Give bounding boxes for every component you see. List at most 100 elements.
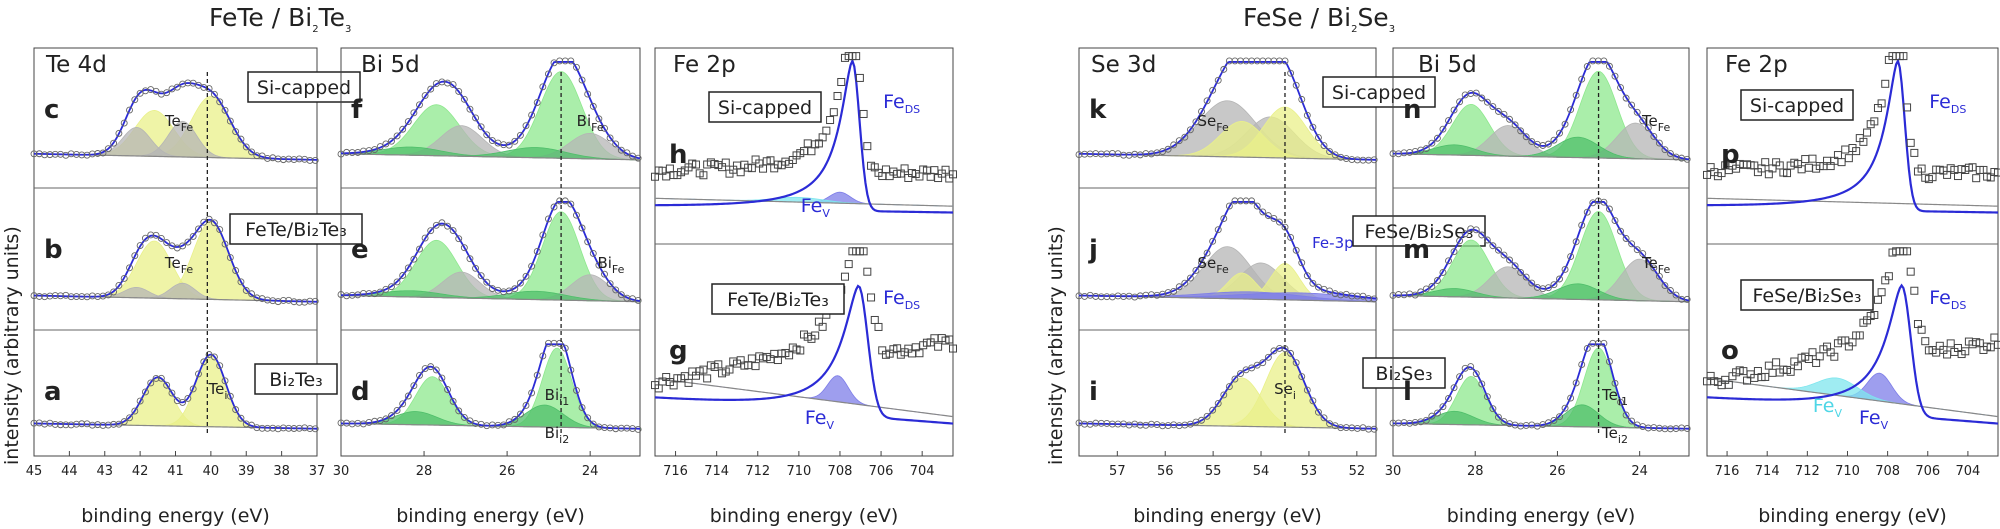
data-point bbox=[1225, 202, 1233, 210]
panel-label: n bbox=[1403, 95, 1422, 125]
panel-f: f BiFe bbox=[337, 57, 642, 162]
component-label: Bii1 bbox=[545, 386, 570, 408]
data-point bbox=[1793, 362, 1802, 371]
panel-b: b TeFe FeTe/Bi₂Te₃ bbox=[30, 187, 363, 306]
data-point bbox=[466, 417, 474, 425]
data-point bbox=[404, 392, 412, 400]
data-point bbox=[1667, 287, 1674, 294]
x-tick-label: 39 bbox=[238, 464, 255, 479]
data-point bbox=[131, 407, 139, 415]
data-point bbox=[1214, 76, 1222, 84]
data-point bbox=[1522, 273, 1530, 281]
data-point bbox=[72, 420, 80, 428]
data-point bbox=[416, 101, 423, 109]
data-point bbox=[189, 232, 197, 240]
data-point bbox=[1667, 150, 1674, 158]
data-point bbox=[163, 381, 171, 389]
sample-label: FeSe/Bi₂Se₃ bbox=[1752, 285, 1861, 307]
data-point bbox=[432, 221, 440, 229]
data-point bbox=[516, 131, 524, 139]
data-point bbox=[301, 155, 309, 163]
data-point bbox=[617, 146, 625, 154]
frame bbox=[1078, 47, 1377, 457]
data-point bbox=[934, 342, 943, 351]
data-point bbox=[1583, 345, 1591, 352]
component-peak bbox=[340, 347, 641, 430]
data-point bbox=[1181, 133, 1189, 141]
data-point bbox=[1220, 215, 1228, 223]
data-point bbox=[567, 200, 575, 208]
data-point bbox=[528, 262, 536, 270]
data-point bbox=[1164, 145, 1172, 153]
data-point bbox=[1550, 416, 1558, 424]
data-point bbox=[41, 151, 49, 159]
data-point bbox=[285, 155, 293, 163]
data-point bbox=[242, 287, 250, 294]
data-point bbox=[226, 392, 234, 400]
data-point bbox=[264, 155, 271, 162]
x-tick-label: 37 bbox=[309, 464, 326, 479]
data-point bbox=[1611, 379, 1619, 387]
data-point bbox=[1605, 62, 1613, 70]
data-point bbox=[578, 76, 586, 84]
data-point bbox=[1298, 373, 1306, 380]
data-point bbox=[1672, 291, 1680, 299]
ylabel-left: intensity (arbitrary units) bbox=[1, 226, 23, 465]
data-point bbox=[584, 238, 592, 246]
data-point bbox=[67, 421, 75, 429]
data-point bbox=[184, 79, 192, 87]
x-tick-label: 43 bbox=[96, 464, 113, 479]
data-point bbox=[1433, 409, 1441, 417]
data-point bbox=[1655, 272, 1663, 280]
data-point bbox=[1837, 158, 1846, 167]
data-point bbox=[152, 231, 160, 239]
data-point bbox=[120, 119, 128, 127]
x-tick-label: 56 bbox=[1157, 464, 1174, 479]
data-point bbox=[1428, 412, 1436, 420]
data-point bbox=[1972, 174, 1981, 183]
data-point bbox=[210, 353, 218, 361]
core-level-label: Se 3d bbox=[1091, 52, 1156, 78]
data-point bbox=[83, 151, 91, 159]
fe-ds-curve bbox=[1706, 58, 1999, 214]
data-point bbox=[285, 424, 293, 432]
data-point bbox=[544, 70, 552, 78]
data-point bbox=[1583, 62, 1591, 70]
background-line bbox=[1706, 197, 1999, 207]
data-point bbox=[516, 410, 524, 418]
data-point bbox=[147, 231, 155, 239]
data-point bbox=[1633, 246, 1641, 254]
data-point bbox=[1264, 57, 1272, 65]
data-point bbox=[833, 92, 842, 101]
data-point bbox=[1578, 221, 1586, 229]
data-point bbox=[311, 156, 319, 164]
x-tick-label: 44 bbox=[61, 464, 78, 479]
x-tick-label: 42 bbox=[132, 464, 149, 479]
data-point bbox=[1478, 94, 1486, 102]
x-tick-label: 716 bbox=[1715, 464, 1740, 479]
data-point bbox=[930, 166, 939, 175]
data-point bbox=[115, 281, 123, 289]
data-point bbox=[1550, 136, 1558, 144]
data-point bbox=[410, 255, 418, 263]
data-point bbox=[1506, 115, 1514, 123]
data-point bbox=[1808, 154, 1817, 163]
data-point bbox=[1489, 405, 1497, 413]
data-point bbox=[1242, 197, 1250, 205]
data-point bbox=[152, 87, 160, 95]
panel-i: i Sei Bi₂Se₃ bbox=[1075, 329, 1446, 433]
sample-label: FeTe/Bi₂Te₃ bbox=[245, 219, 347, 241]
data-point bbox=[573, 63, 580, 71]
data-point bbox=[388, 137, 395, 145]
data-point bbox=[306, 425, 314, 432]
data-point bbox=[382, 140, 390, 148]
data-point bbox=[410, 382, 418, 390]
data-point bbox=[1359, 292, 1367, 300]
data-point bbox=[721, 158, 730, 167]
data-point bbox=[57, 150, 64, 158]
data-point bbox=[1489, 242, 1497, 250]
chart-fe2p_fese: 716 714 712 710 708 706 704 binding energy (eV)… bbox=[1703, 47, 2000, 527]
data-point bbox=[1841, 145, 1850, 154]
data-point bbox=[1906, 267, 1915, 276]
data-point bbox=[1578, 75, 1586, 83]
